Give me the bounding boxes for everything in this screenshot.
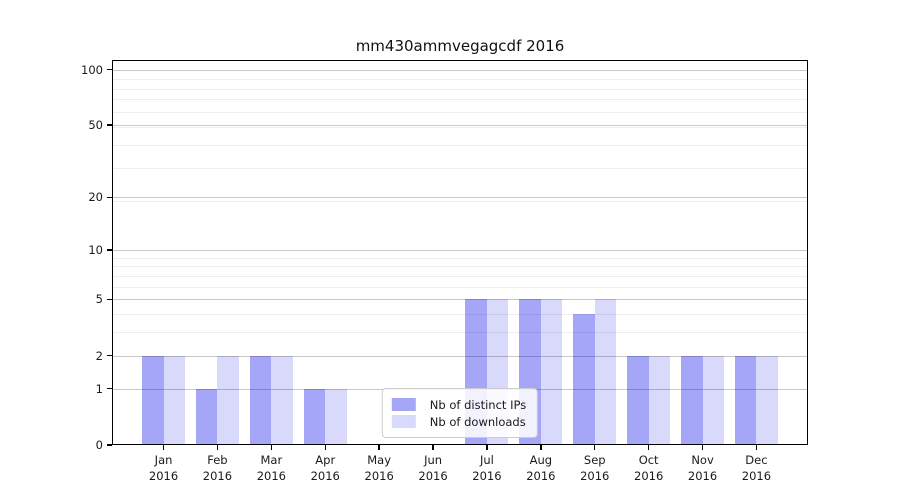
y-tick-label: 10 xyxy=(88,242,103,257)
y-tick-label: 20 xyxy=(88,190,103,205)
gridline-minor xyxy=(112,201,808,203)
x-tick-mark xyxy=(647,445,650,450)
legend: Nb of distinct IPs Nb of downloads xyxy=(381,388,539,438)
x-tick-mark xyxy=(378,445,380,450)
bar-downloads-mar xyxy=(271,355,293,445)
x-tick-mark xyxy=(486,445,488,450)
y-tick-mark xyxy=(107,298,112,300)
legend-label-downloads: Nb of downloads xyxy=(429,414,526,429)
gridline-major xyxy=(112,197,808,199)
chart-title: mm430ammvegagcdf 2016 xyxy=(355,37,565,55)
gridline-minor xyxy=(112,266,808,268)
x-tick-mark xyxy=(270,445,273,450)
legend-item-downloads: Nb of downloads xyxy=(391,413,526,430)
gridline-minor xyxy=(112,88,808,90)
gridline-minor xyxy=(112,275,808,277)
x-tick-label: Mar 2016 xyxy=(256,453,286,483)
x-tick-label: Sep 2016 xyxy=(580,453,610,483)
y-tick-mark xyxy=(107,354,112,357)
bar-distinct-ips-apr xyxy=(303,388,326,445)
x-tick-mark xyxy=(324,445,326,450)
bar-downloads-feb xyxy=(217,355,239,445)
bar-downloads-apr xyxy=(325,388,347,445)
y-tick-label: 50 xyxy=(88,118,103,133)
legend-swatch-distinct-ips xyxy=(391,398,416,411)
gridline-major xyxy=(112,355,808,357)
bar-downloads-oct xyxy=(648,355,671,445)
bar-distinct-ips-dec xyxy=(734,355,757,445)
y-tick-label: 100 xyxy=(81,62,103,77)
gridline-major xyxy=(112,299,808,301)
gridline-major xyxy=(112,125,808,127)
gridline-major xyxy=(112,69,808,71)
gridline-minor xyxy=(112,111,808,113)
x-tick-label: Jun 2016 xyxy=(418,453,448,483)
y-tick-label: 1 xyxy=(95,381,103,396)
y-tick-mark xyxy=(107,249,112,251)
x-tick-label: May 2016 xyxy=(364,453,394,483)
bar-downloads-sep xyxy=(594,299,617,445)
x-tick-mark xyxy=(162,445,165,450)
bar-distinct-ips-mar xyxy=(249,355,272,445)
bar-downloads-nov xyxy=(702,355,725,445)
y-tick-label: 0 xyxy=(95,438,103,452)
x-tick-mark xyxy=(432,445,434,450)
y-tick-label: 2 xyxy=(95,348,103,363)
gridline-major xyxy=(112,249,808,251)
legend-item-distinct-ips: Nb of distinct IPs xyxy=(391,396,527,413)
x-tick-label: Jan 2016 xyxy=(148,453,179,483)
x-tick-mark xyxy=(216,445,219,450)
bar-downloads-dec xyxy=(756,355,778,445)
y-tick-mark xyxy=(107,68,112,71)
x-tick-label: Aug 2016 xyxy=(526,453,556,483)
bar-downloads-aug xyxy=(540,299,563,445)
y-tick-mark xyxy=(107,444,112,446)
bar-distinct-ips-feb xyxy=(195,388,218,445)
gridline-minor xyxy=(112,126,808,128)
x-tick-mark xyxy=(540,445,542,450)
x-tick-label: Oct 2016 xyxy=(634,453,664,483)
bar-distinct-ips-oct xyxy=(627,355,649,445)
x-tick-label: Feb 2016 xyxy=(202,453,233,483)
x-tick-mark xyxy=(701,445,704,450)
bar-distinct-ips-jan xyxy=(141,355,164,445)
gridline-minor xyxy=(112,168,808,170)
bar-distinct-ips-nov xyxy=(680,355,703,445)
gridline-minor xyxy=(112,257,808,259)
legend-swatch-downloads xyxy=(391,415,416,428)
gridline-minor xyxy=(112,332,808,334)
gridline-minor xyxy=(112,286,808,288)
y-tick-label: 5 xyxy=(95,292,103,307)
bar-downloads-jan xyxy=(163,355,186,445)
y-tick-mark xyxy=(107,124,112,126)
x-tick-label: Apr 2016 xyxy=(310,453,340,483)
gridline-minor xyxy=(112,78,808,80)
gridline-minor xyxy=(112,99,808,101)
x-tick-mark xyxy=(755,445,758,450)
x-tick-label: Dec 2016 xyxy=(741,453,772,483)
gridline-minor xyxy=(112,144,808,146)
bar-distinct-ips-sep xyxy=(573,314,595,445)
y-tick-mark xyxy=(107,387,112,390)
y-tick-mark xyxy=(107,196,112,199)
x-tick-label: Nov 2016 xyxy=(687,453,718,483)
legend-label-distinct-ips: Nb of distinct IPs xyxy=(429,397,527,412)
gridline-minor xyxy=(112,314,808,316)
x-tick-label: Jul 2016 xyxy=(472,453,502,483)
x-tick-mark xyxy=(594,445,596,450)
